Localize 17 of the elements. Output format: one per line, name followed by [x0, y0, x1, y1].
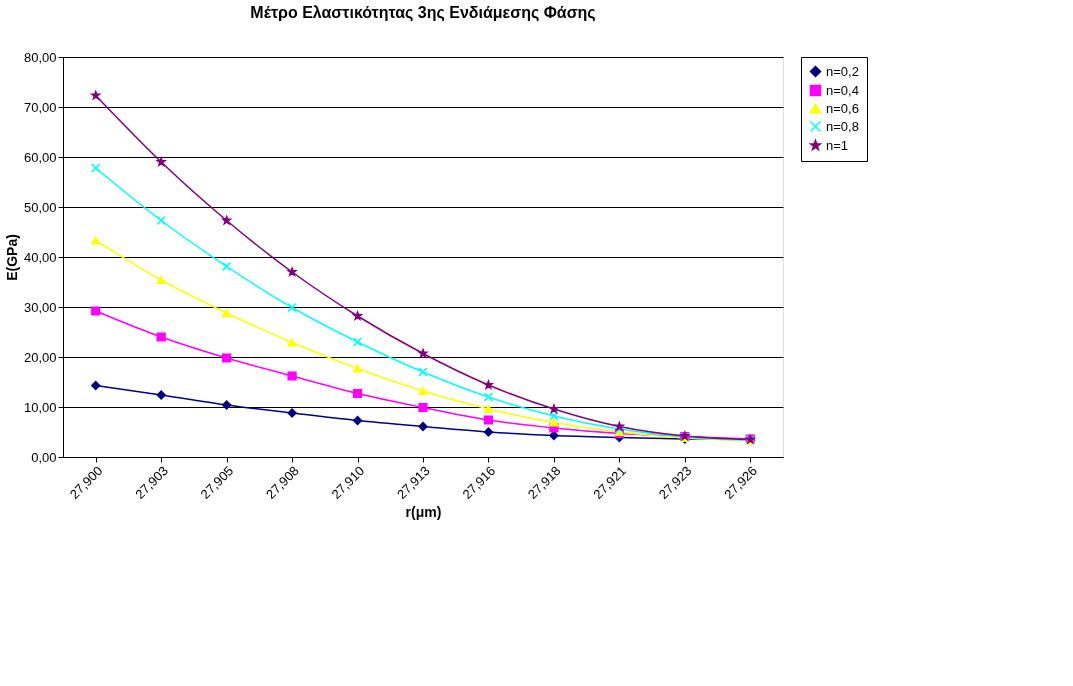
y-tick-label: 10,00: [23, 399, 57, 415]
legend-label: n=0,6: [826, 100, 859, 116]
y-tick-label: 80,00: [23, 49, 57, 65]
legend-label: n=0,4: [826, 82, 859, 98]
x-axis-title: r(μm): [405, 503, 442, 520]
y-tick-label: 50,00: [23, 199, 57, 215]
legend-label: n=1: [826, 137, 849, 153]
y-axis-title: E(GPa): [3, 234, 20, 281]
y-tick-label: 30,00: [23, 299, 57, 315]
y-tick-label: 70,00: [23, 99, 57, 115]
legend-label: n=0,8: [826, 118, 859, 134]
y-tick-label: 0,00: [31, 449, 57, 465]
chart-title: Μέτρο Ελαστικότητας 3ης Ενδιάμεσης Φάσης: [250, 4, 596, 22]
y-tick-label: 60,00: [23, 149, 57, 165]
y-tick-label: 20,00: [23, 349, 57, 365]
y-tick-label: 40,00: [23, 249, 57, 265]
legend-label: n=0,2: [826, 63, 859, 79]
